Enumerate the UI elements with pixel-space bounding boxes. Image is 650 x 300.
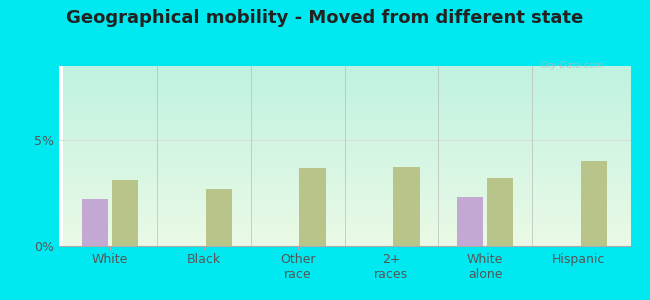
Bar <box>112 180 138 246</box>
Bar <box>205 189 232 246</box>
Text: Geographical mobility - Moved from different state: Geographical mobility - Moved from diffe… <box>66 9 584 27</box>
Bar <box>300 168 326 246</box>
Bar <box>581 161 607 246</box>
Bar <box>457 197 484 246</box>
Bar <box>82 200 108 246</box>
Text: City-Data.com: City-Data.com <box>540 61 603 70</box>
Bar <box>393 167 419 246</box>
Bar <box>487 178 514 246</box>
